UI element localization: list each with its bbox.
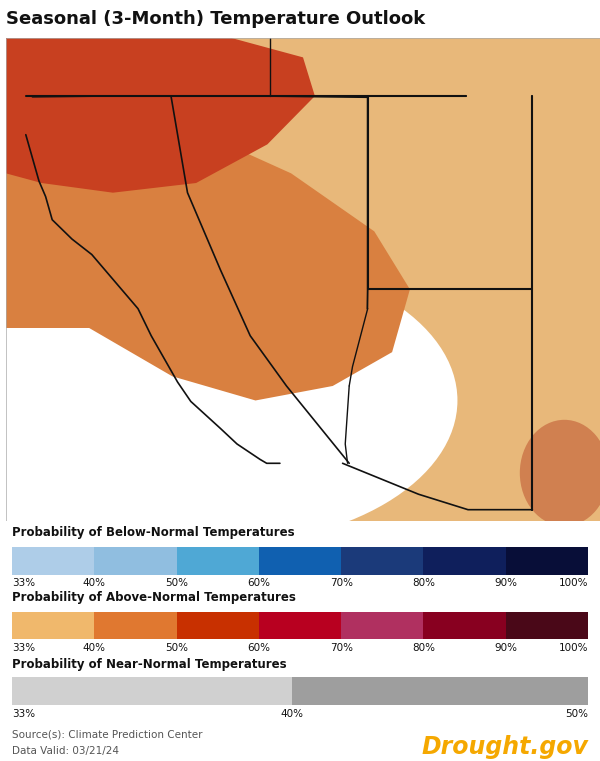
Bar bbox=[176, 612, 259, 639]
Bar bbox=[176, 547, 259, 575]
Polygon shape bbox=[6, 338, 256, 521]
Text: Probability of Above-Normal Temperatures: Probability of Above-Normal Temperatures bbox=[12, 591, 296, 603]
Text: Probability of Near-Normal Temperatures: Probability of Near-Normal Temperatures bbox=[12, 658, 287, 670]
Text: Drought.gov: Drought.gov bbox=[421, 735, 588, 759]
Text: 80%: 80% bbox=[412, 578, 435, 588]
Bar bbox=[506, 612, 588, 639]
Text: 50%: 50% bbox=[165, 578, 188, 588]
Text: 40%: 40% bbox=[280, 709, 303, 719]
Bar bbox=[12, 612, 94, 639]
Text: 100%: 100% bbox=[559, 643, 588, 653]
Bar bbox=[424, 547, 506, 575]
Bar bbox=[424, 612, 506, 639]
Ellipse shape bbox=[520, 420, 600, 526]
Text: 33%: 33% bbox=[12, 709, 35, 719]
Bar bbox=[259, 612, 341, 639]
Text: 70%: 70% bbox=[329, 643, 353, 653]
Polygon shape bbox=[6, 62, 410, 400]
Text: Source(s): Climate Prediction Center: Source(s): Climate Prediction Center bbox=[12, 730, 203, 740]
Text: Data Valid: 03/21/24: Data Valid: 03/21/24 bbox=[12, 747, 119, 756]
Text: 90%: 90% bbox=[494, 643, 517, 653]
Ellipse shape bbox=[0, 256, 457, 546]
Text: 100%: 100% bbox=[559, 578, 588, 588]
Bar bbox=[341, 547, 424, 575]
Bar bbox=[94, 547, 176, 575]
Text: 70%: 70% bbox=[329, 578, 353, 588]
Bar bbox=[506, 547, 588, 575]
Bar bbox=[259, 547, 341, 575]
Bar bbox=[12, 677, 292, 705]
Text: 33%: 33% bbox=[12, 643, 35, 653]
Text: 60%: 60% bbox=[247, 643, 271, 653]
Text: 50%: 50% bbox=[165, 643, 188, 653]
Text: 33%: 33% bbox=[12, 578, 35, 588]
Bar bbox=[341, 612, 424, 639]
Text: 40%: 40% bbox=[83, 578, 106, 588]
Bar bbox=[12, 547, 94, 575]
Text: 90%: 90% bbox=[494, 578, 517, 588]
Text: Seasonal (3-Month) Temperature Outlook: Seasonal (3-Month) Temperature Outlook bbox=[6, 10, 425, 28]
Text: 40%: 40% bbox=[83, 643, 106, 653]
Bar bbox=[94, 612, 176, 639]
Bar bbox=[292, 677, 588, 705]
Text: Probability of Below-Normal Temperatures: Probability of Below-Normal Temperatures bbox=[12, 526, 295, 539]
Text: 80%: 80% bbox=[412, 643, 435, 653]
Text: 50%: 50% bbox=[565, 709, 588, 719]
Polygon shape bbox=[6, 38, 315, 193]
Text: 60%: 60% bbox=[247, 578, 271, 588]
